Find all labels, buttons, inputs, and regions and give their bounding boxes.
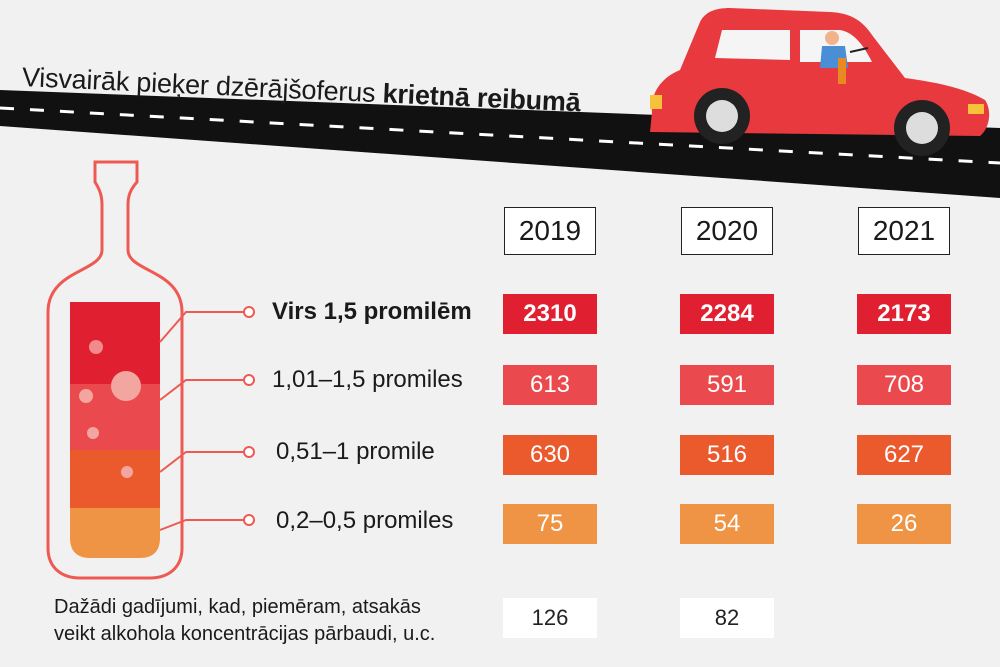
other-cases-label: Dažādi gadījumi, kad, piemēram, atsakās … [54, 594, 435, 648]
cell-r0-2019: 2310 [503, 294, 597, 334]
other-cell-2020: 82 [680, 598, 774, 638]
row-label-over-1-5: Virs 1,5 promilēm [272, 298, 472, 325]
connector-lines [159, 306, 255, 531]
year-header-2020: 2020 [681, 207, 773, 255]
row-label-0-51-1: 0,51–1 promile [276, 438, 435, 465]
cell-r1-2020: 591 [680, 365, 774, 405]
car-icon [650, 8, 990, 156]
cell-r2-2019: 630 [503, 435, 597, 475]
cell-r0-2021: 2173 [857, 294, 951, 334]
cell-r3-2019: 75 [503, 504, 597, 544]
bottle-icon [46, 160, 184, 580]
cell-r3-2021: 26 [857, 504, 951, 544]
year-header-2021: 2021 [858, 207, 950, 255]
row-label-0-2-0-5: 0,2–0,5 promiles [276, 507, 454, 534]
cell-r3-2020: 54 [680, 504, 774, 544]
other-cases-label-line2: veikt alkohola koncentrācijas pārbaudi, … [54, 623, 436, 645]
cell-r0-2020: 2284 [680, 294, 774, 334]
cell-r1-2021: 708 [857, 365, 951, 405]
cell-r1-2019: 613 [503, 365, 597, 405]
row-label-1-01-1-5: 1,01–1,5 promiles [272, 366, 463, 393]
road [0, 90, 1000, 198]
year-header-2019: 2019 [504, 207, 596, 255]
other-cell-2019: 126 [503, 598, 597, 638]
cell-r2-2020: 516 [680, 435, 774, 475]
other-cases-label-line1: Dažādi gadījumi, kad, piemēram, atsakās [54, 596, 421, 618]
cell-r2-2021: 627 [857, 435, 951, 475]
